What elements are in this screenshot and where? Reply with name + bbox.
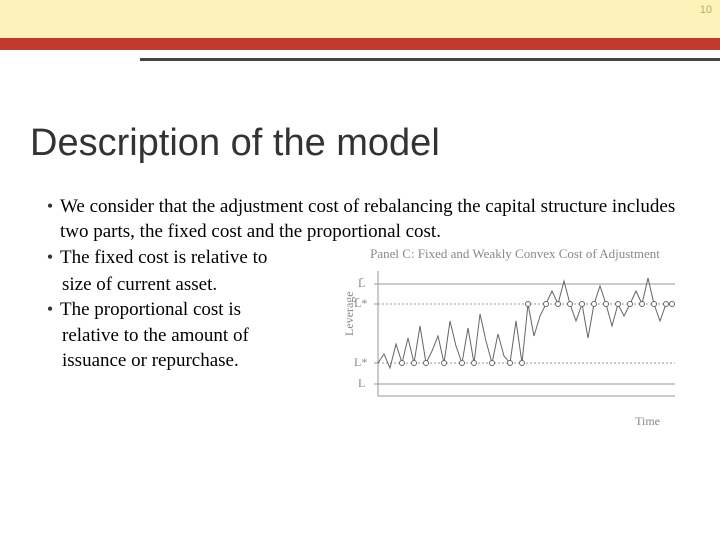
bullet-mark: • (40, 195, 60, 218)
left-column: • The fixed cost is relative to size of … (40, 246, 340, 373)
content-area: • We consider that the adjustment cost o… (40, 195, 680, 411)
bullet-1: • We consider that the adjustment cost o… (40, 195, 680, 244)
chart-panel: Panel C: Fixed and Weakly Convex Cost of… (350, 246, 680, 411)
bullet-text: The fixed cost is relative to (60, 246, 340, 271)
bullet-3-cont1: relative to the amount of (40, 324, 340, 349)
chart-xlabel: Time (635, 414, 660, 429)
ytick-Lstar-bot: L* (354, 355, 367, 370)
bullet-mark: • (40, 246, 60, 269)
header-yellow-bar (0, 0, 720, 38)
ytick-L-top: L̄ (358, 276, 365, 291)
two-column-row: • The fixed cost is relative to size of … (40, 246, 680, 411)
header-thin-bar (140, 58, 720, 61)
ytick-Lstar-top: L̄* (354, 296, 367, 311)
page-number: 10 (700, 4, 712, 16)
header-red-bar (0, 38, 720, 50)
bullet-text: The proportional cost is (60, 298, 340, 323)
chart-box: Leverage Time L̄ L̄* L* L (350, 266, 680, 411)
chart-svg (350, 266, 680, 411)
bullet-3-cont2: issuance or repurchase. (40, 349, 340, 374)
ytick-L-bot: L (358, 376, 365, 391)
bullet-text: We consider that the adjustment cost of … (60, 195, 680, 244)
bullet-2-cont: size of current asset. (40, 273, 340, 298)
bullet-3: • The proportional cost is (40, 298, 340, 323)
page-title: Description of the model (30, 122, 440, 165)
chart-title: Panel C: Fixed and Weakly Convex Cost of… (350, 246, 680, 262)
bullet-mark: • (40, 298, 60, 321)
bullet-2: • The fixed cost is relative to (40, 246, 340, 271)
slide: 10 Description of the model • We conside… (0, 0, 720, 540)
